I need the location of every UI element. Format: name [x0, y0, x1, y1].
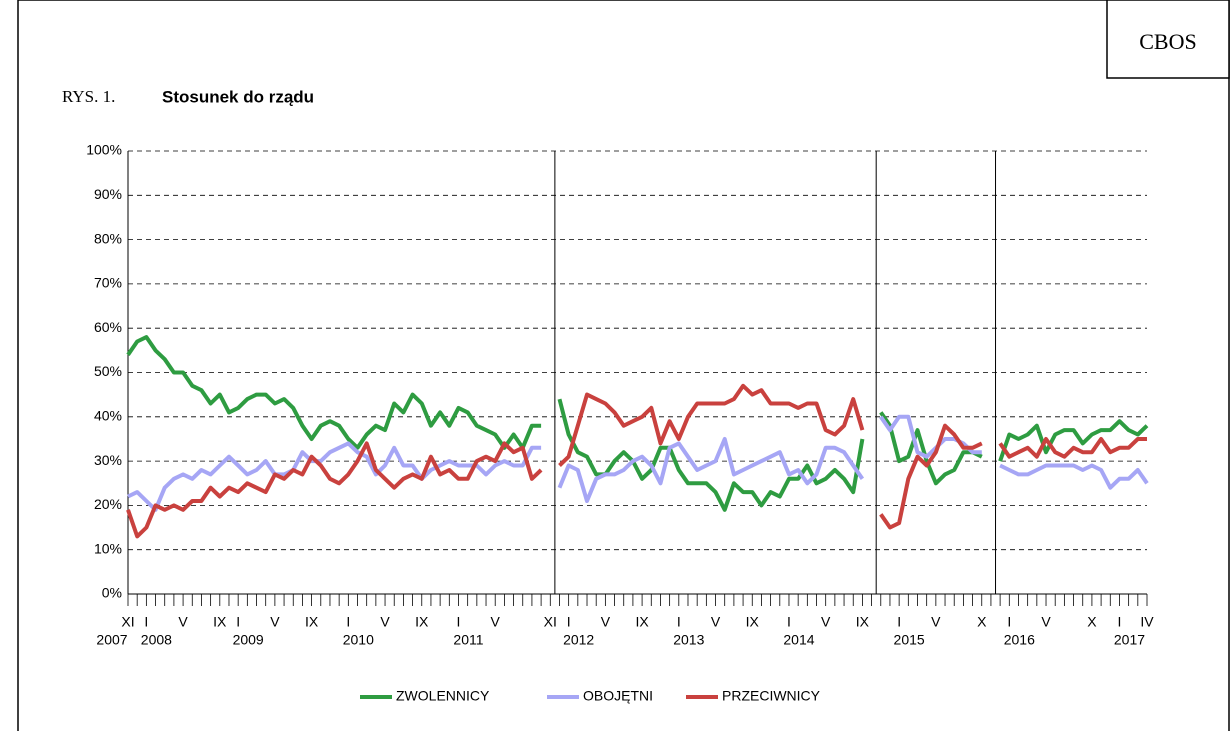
x-tick-label: IX: [635, 614, 649, 630]
x-tick-label: X: [1087, 614, 1097, 630]
series-line: [126, 383, 1147, 539]
x-year-label: 2016: [1004, 632, 1035, 648]
series-line: [126, 335, 1149, 512]
x-tick-label: V: [931, 614, 941, 630]
x-tick-label: V: [380, 614, 390, 630]
figure-label: RYS. 1.: [62, 87, 115, 106]
y-tick-label: 80%: [94, 230, 122, 246]
legend-label: OBOJĘTNI: [583, 688, 653, 704]
x-tick-label: V: [821, 614, 831, 630]
x-tick-label: I: [567, 614, 571, 630]
x-tick-label: I: [1118, 614, 1122, 630]
x-tick-label: V: [1041, 614, 1051, 630]
x-tick-label: IX: [415, 614, 429, 630]
x-tick-label: I: [236, 614, 240, 630]
x-tick-label: I: [346, 614, 350, 630]
x-tick-label: I: [457, 614, 461, 630]
x-tick-label: XI: [121, 614, 134, 630]
x-tick-label: IX: [746, 614, 760, 630]
x-tick-label: IX: [856, 614, 870, 630]
legend-label: ZWOLENNICY: [396, 688, 490, 704]
x-tick-label: I: [897, 614, 901, 630]
y-tick-label: 30%: [94, 452, 122, 468]
header-box: [1106, 0, 1230, 79]
x-year-label: 2008: [141, 632, 172, 648]
x-tick-label: V: [711, 614, 721, 630]
y-tick-label: 20%: [94, 496, 122, 512]
x-year-label: 2010: [343, 632, 374, 648]
x-year-label: 2009: [233, 632, 264, 648]
x-tick-label: XI: [544, 614, 557, 630]
y-tick-label: 90%: [94, 186, 122, 202]
x-year-label: 2011: [453, 632, 483, 648]
chart-title: Stosunek do rządu: [162, 87, 314, 106]
x-tick-label: V: [270, 614, 280, 630]
x-tick-label: I: [787, 614, 791, 630]
header: CBOS: [1139, 29, 1196, 54]
x-tick-label: V: [491, 614, 501, 630]
series-line: [127, 414, 1149, 512]
x-tick-label: I: [677, 614, 681, 630]
x-tick-label: V: [178, 614, 188, 630]
y-tick-label: 50%: [94, 363, 122, 379]
x-tick-label: I: [1007, 614, 1011, 630]
legend-label: PRZECIWNICY: [722, 688, 821, 704]
y-tick-label: 40%: [94, 408, 122, 424]
x-tick-label: IX: [305, 614, 319, 630]
y-tick-label: 10%: [94, 540, 122, 556]
x-tick-label: IX: [213, 614, 227, 630]
y-tick-label: 0%: [102, 585, 122, 601]
x-year-label: 2007: [96, 632, 127, 648]
y-tick-label: 60%: [94, 319, 122, 335]
x-tick-label: V: [601, 614, 611, 630]
x-tick-label: I: [144, 614, 148, 630]
x-tick-label: IV: [1140, 614, 1154, 630]
x-year-label: 2014: [783, 632, 814, 648]
x-year-label: 2013: [673, 632, 704, 648]
frame: [17, 0, 1230, 736]
x-year-label: 2012: [563, 632, 594, 648]
x-tick-label: X: [977, 614, 987, 630]
y-tick-label: 100%: [86, 142, 122, 158]
x-year-label: 2015: [894, 632, 925, 648]
y-tick-label: 70%: [94, 275, 122, 291]
x-year-label: 2017: [1114, 632, 1145, 648]
